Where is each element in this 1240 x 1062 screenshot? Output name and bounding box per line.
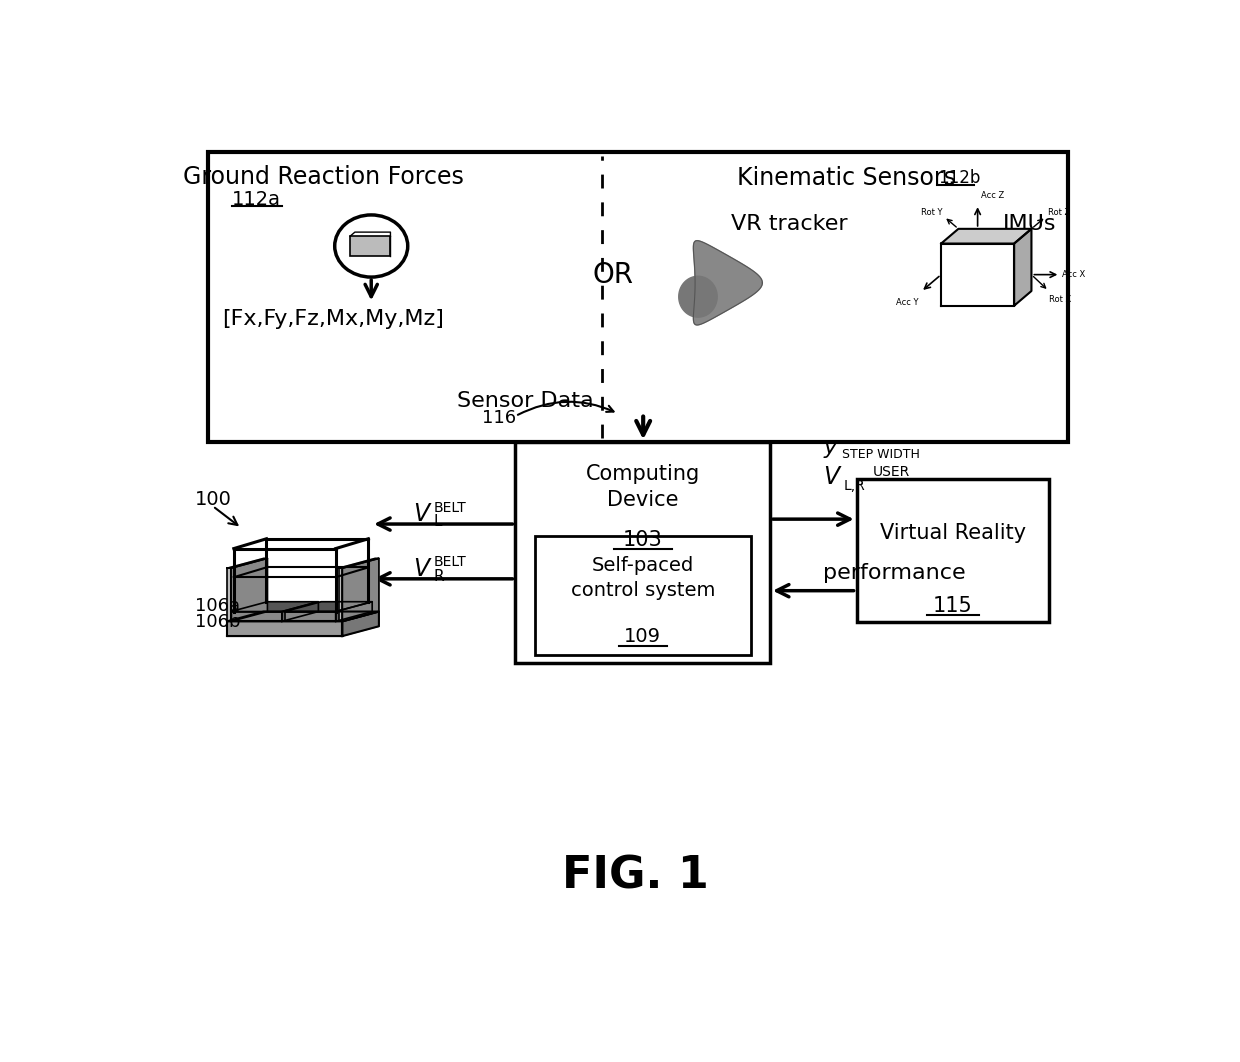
FancyBboxPatch shape xyxy=(350,236,391,256)
Polygon shape xyxy=(678,276,717,318)
FancyBboxPatch shape xyxy=(534,536,751,655)
Text: performance: performance xyxy=(823,563,966,583)
Text: BELT: BELT xyxy=(434,500,466,515)
Text: 115: 115 xyxy=(932,596,972,616)
Text: Acc X: Acc X xyxy=(1063,270,1085,279)
Text: VR tracker: VR tracker xyxy=(730,213,848,234)
Polygon shape xyxy=(941,228,1032,243)
Text: OR: OR xyxy=(593,260,634,289)
Polygon shape xyxy=(281,602,319,621)
Text: Rot Y: Rot Y xyxy=(920,207,942,217)
Text: Acc Y: Acc Y xyxy=(895,298,918,307)
Polygon shape xyxy=(342,559,379,621)
FancyBboxPatch shape xyxy=(208,152,1068,442)
Polygon shape xyxy=(336,602,372,621)
Text: 100: 100 xyxy=(196,490,232,509)
Polygon shape xyxy=(231,559,268,621)
Polygon shape xyxy=(227,559,268,568)
Polygon shape xyxy=(339,568,342,621)
Polygon shape xyxy=(227,612,379,621)
Polygon shape xyxy=(285,602,372,612)
FancyBboxPatch shape xyxy=(516,442,770,663)
Text: Kinematic Sensors: Kinematic Sensors xyxy=(738,166,956,190)
Text: 106a: 106a xyxy=(196,597,241,615)
Text: $V$: $V$ xyxy=(413,558,432,581)
Polygon shape xyxy=(227,568,231,621)
Text: Self-paced
control system: Self-paced control system xyxy=(570,555,715,600)
Polygon shape xyxy=(285,612,336,621)
Polygon shape xyxy=(342,612,379,636)
Text: USER: USER xyxy=(873,465,910,479)
Text: 116: 116 xyxy=(482,409,516,427)
Text: Sensor Data: Sensor Data xyxy=(456,392,593,411)
Text: Computing
Device: Computing Device xyxy=(585,464,699,511)
FancyBboxPatch shape xyxy=(857,479,1049,622)
Text: $V$: $V$ xyxy=(823,465,842,490)
Text: 103: 103 xyxy=(622,530,662,550)
Text: $V$: $V$ xyxy=(413,502,432,527)
Polygon shape xyxy=(231,612,281,621)
Text: BELT: BELT xyxy=(434,555,466,569)
Text: 109: 109 xyxy=(624,628,661,647)
Polygon shape xyxy=(1014,228,1032,306)
Polygon shape xyxy=(941,243,1014,306)
Text: IMUs: IMUs xyxy=(1003,213,1056,234)
Text: L,R: L,R xyxy=(844,479,866,493)
Text: STEP WIDTH: STEP WIDTH xyxy=(842,448,920,461)
Text: R: R xyxy=(434,569,444,584)
Text: $y$: $y$ xyxy=(823,441,839,461)
Text: Ground Reaction Forces: Ground Reaction Forces xyxy=(182,165,464,188)
Polygon shape xyxy=(227,621,342,636)
Text: L: L xyxy=(434,514,443,529)
Text: Rot Z: Rot Z xyxy=(1048,207,1070,217)
Text: [Fx,Fy,Fz,Mx,My,Mz]: [Fx,Fy,Fz,Mx,My,Mz] xyxy=(222,309,444,329)
Text: 112b: 112b xyxy=(939,169,981,187)
Polygon shape xyxy=(231,602,319,612)
Text: Virtual Reality: Virtual Reality xyxy=(879,523,1025,543)
Text: 106b: 106b xyxy=(196,613,241,631)
Text: Rot X: Rot X xyxy=(1049,295,1071,304)
Text: Acc Z: Acc Z xyxy=(982,191,1004,201)
Polygon shape xyxy=(693,241,763,325)
Text: FIG. 1: FIG. 1 xyxy=(562,854,709,897)
Polygon shape xyxy=(339,559,379,568)
Text: 112a: 112a xyxy=(232,190,280,209)
